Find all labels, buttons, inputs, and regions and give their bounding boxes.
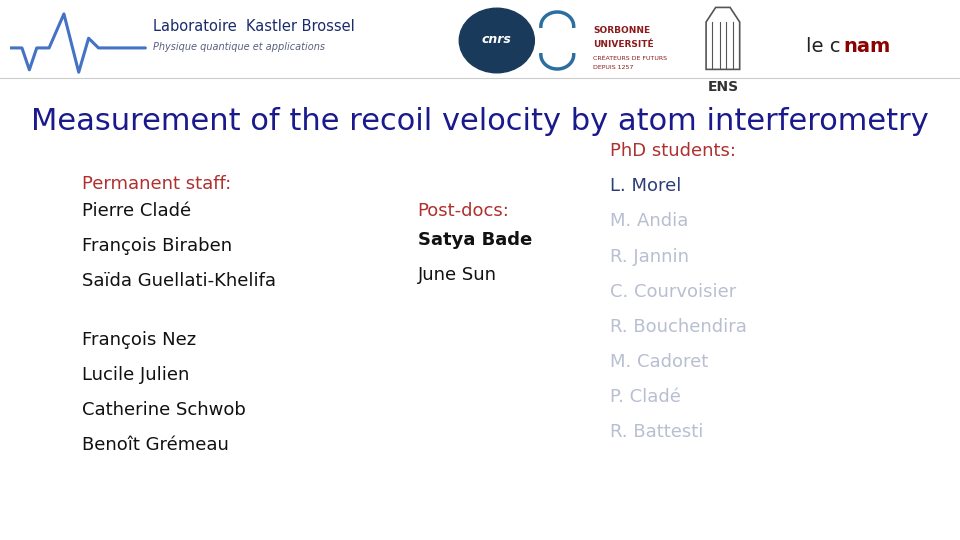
Text: ENS: ENS — [708, 80, 738, 94]
Text: PhD students:: PhD students: — [610, 142, 735, 160]
Text: Measurement of the recoil velocity by atom interferometry: Measurement of the recoil velocity by at… — [31, 107, 929, 136]
Text: R. Jannin: R. Jannin — [610, 247, 688, 266]
Text: François Nez: François Nez — [82, 331, 196, 349]
Text: C. Courvoisier: C. Courvoisier — [610, 282, 736, 301]
Text: R. Bouchendira: R. Bouchendira — [610, 318, 747, 336]
Text: P. Cladé: P. Cladé — [610, 388, 681, 406]
Text: Benoît Grémeau: Benoît Grémeau — [82, 436, 228, 455]
Text: M. Cadoret: M. Cadoret — [610, 353, 708, 371]
Text: Post-docs:: Post-docs: — [418, 201, 510, 220]
Text: DEPUIS 1257: DEPUIS 1257 — [593, 65, 634, 70]
Text: SORBONNE: SORBONNE — [593, 26, 651, 35]
Text: nam: nam — [843, 37, 890, 57]
Text: Laboratoire  Kastler Brossel: Laboratoire Kastler Brossel — [153, 18, 354, 33]
Text: R. Battesti: R. Battesti — [610, 423, 703, 441]
Text: cnrs: cnrs — [482, 32, 512, 45]
Text: Physique quantique et applications: Physique quantique et applications — [153, 42, 324, 52]
Text: le c: le c — [806, 37, 841, 57]
Text: CRÉATEURS DE FUTURS: CRÉATEURS DE FUTURS — [593, 56, 667, 61]
Text: Saïda Guellati-Khelifa: Saïda Guellati-Khelifa — [82, 272, 276, 290]
Text: Lucile Julien: Lucile Julien — [82, 366, 189, 384]
Text: June Sun: June Sun — [418, 266, 496, 285]
Text: Catherine Schwob: Catherine Schwob — [82, 401, 246, 420]
Text: Permanent staff:: Permanent staff: — [82, 174, 230, 193]
Text: Satya Bade: Satya Bade — [418, 231, 532, 249]
Text: L. Morel: L. Morel — [610, 177, 681, 195]
Text: François Biraben: François Biraben — [82, 237, 231, 255]
Text: M. Andia: M. Andia — [610, 212, 688, 231]
Text: UNIVERSITÉ: UNIVERSITÉ — [593, 40, 654, 49]
Circle shape — [459, 8, 535, 73]
Text: Pierre Cladé: Pierre Cladé — [82, 201, 191, 220]
